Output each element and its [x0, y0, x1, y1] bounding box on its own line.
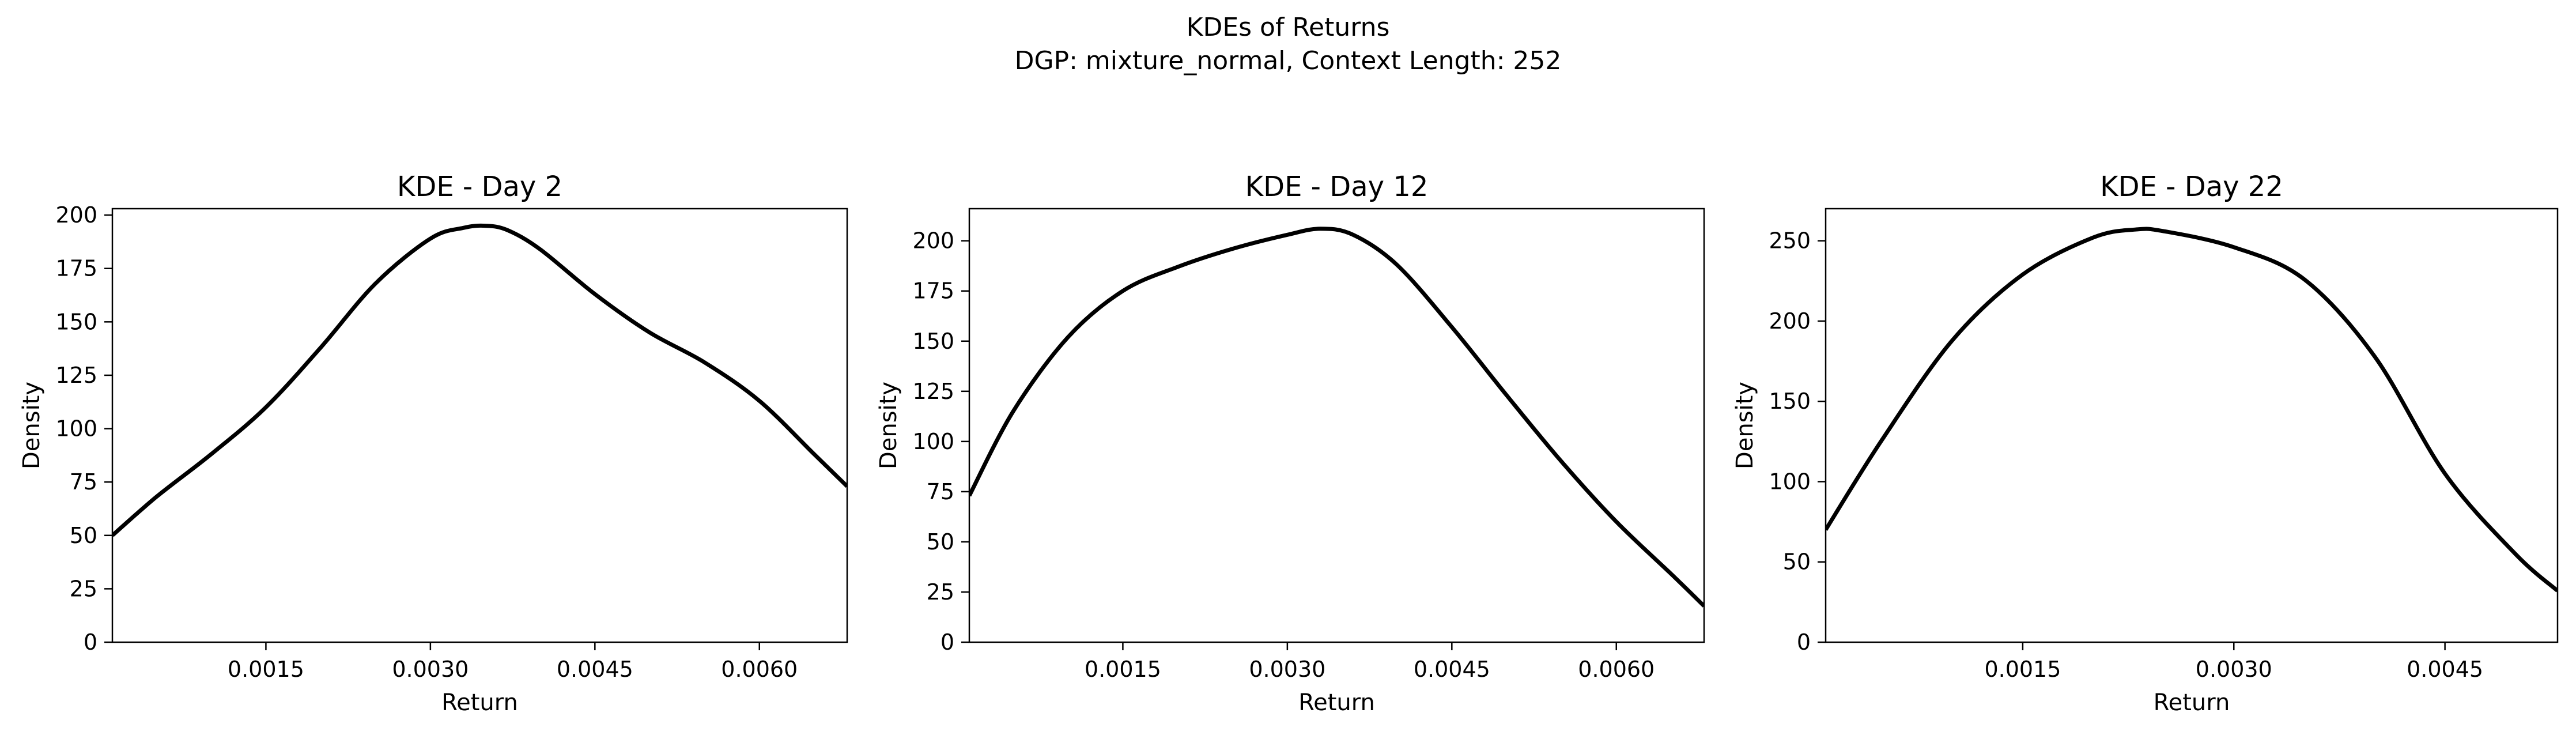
plot-frame	[1825, 208, 2559, 643]
subplots: 0.0015 0.0030 0.0045 0.0060 0 25 50 75 100 125 150…	[18, 171, 2559, 716]
y-tick-label: 75	[70, 469, 97, 495]
subplot-1: 0.0015 0.0030 0.0045 0.0060 0 25 50 75 100 125 150…	[18, 171, 848, 716]
y-tick-label: 200	[1769, 308, 1811, 334]
subplot-title: KDE - Day 2	[397, 171, 562, 203]
x-tick-label: 0.0045	[1414, 657, 1490, 682]
y-tick-label: 75	[927, 479, 954, 504]
kde-curve	[1826, 227, 2558, 593]
x-tick-label: 0.0015	[228, 657, 304, 682]
y-axis-label: Density	[18, 382, 45, 469]
y-tick-label: 25	[70, 576, 97, 601]
y-tick-label: 0	[940, 630, 954, 655]
y-tick-label: 100	[55, 416, 97, 442]
y-tick-label: 50	[70, 523, 97, 548]
x-axis-label: Return	[441, 689, 518, 716]
x-tick-label: 0.0060	[1578, 657, 1655, 682]
y-tick-label: 150	[1769, 389, 1811, 414]
x-tick-label: 0.0030	[1249, 657, 1325, 682]
y-tick-label: 0	[1797, 630, 1811, 655]
plot-frame	[968, 208, 1705, 643]
x-axis-label: Return	[1298, 689, 1375, 716]
y-tick-label: 200	[912, 228, 954, 254]
y-tick-label: 100	[1769, 469, 1811, 494]
y-tick-label: 50	[1783, 549, 1811, 575]
y-axis-label: Density	[875, 382, 902, 469]
y-tick-label: 175	[912, 278, 954, 304]
y-tick-label: 50	[927, 529, 954, 555]
x-tick-label: 0.0030	[392, 657, 469, 682]
y-axis-label: Density	[1732, 382, 1758, 469]
x-tick-label: 0.0030	[2196, 657, 2272, 682]
y-tick-label: 100	[912, 429, 954, 454]
subplot-title: KDE - Day 22	[2100, 171, 2283, 203]
y-tick-label: 175	[55, 256, 97, 281]
subplot-title: KDE - Day 12	[1245, 171, 1429, 203]
figure-title-line1: KDEs of Returns	[1187, 13, 1390, 42]
x-tick-label: 0.0060	[721, 657, 798, 682]
x-tick-label: 0.0045	[557, 657, 633, 682]
x-axis-label: Return	[2154, 689, 2230, 716]
kde-curve	[969, 227, 1704, 608]
y-tick-label: 200	[55, 202, 97, 228]
plot-frame	[111, 208, 848, 643]
y-tick-label: 125	[912, 379, 954, 404]
subplot-2: 0.0015 0.0030 0.0045 0.0060 0 25 50 75 100 125 150…	[875, 171, 1705, 716]
kde-curve	[112, 223, 847, 537]
x-tick-label: 0.0045	[2407, 657, 2483, 682]
y-tick-label: 150	[55, 309, 97, 334]
y-tick-label: 150	[912, 329, 954, 354]
x-tick-label: 0.0015	[1984, 657, 2061, 682]
figure-title-line2: DGP: mixture_normal, Context Length: 252	[1015, 46, 1562, 76]
subplot-3: 0.0015 0.0030 0.0045 0 50 100 150 200 250 KDE - D…	[1732, 171, 2559, 716]
y-tick-label: 125	[55, 363, 97, 388]
y-tick-label: 250	[1769, 228, 1811, 254]
y-tick-label: 0	[84, 630, 97, 655]
y-tick-label: 25	[927, 579, 954, 605]
x-tick-label: 0.0015	[1085, 657, 1161, 682]
